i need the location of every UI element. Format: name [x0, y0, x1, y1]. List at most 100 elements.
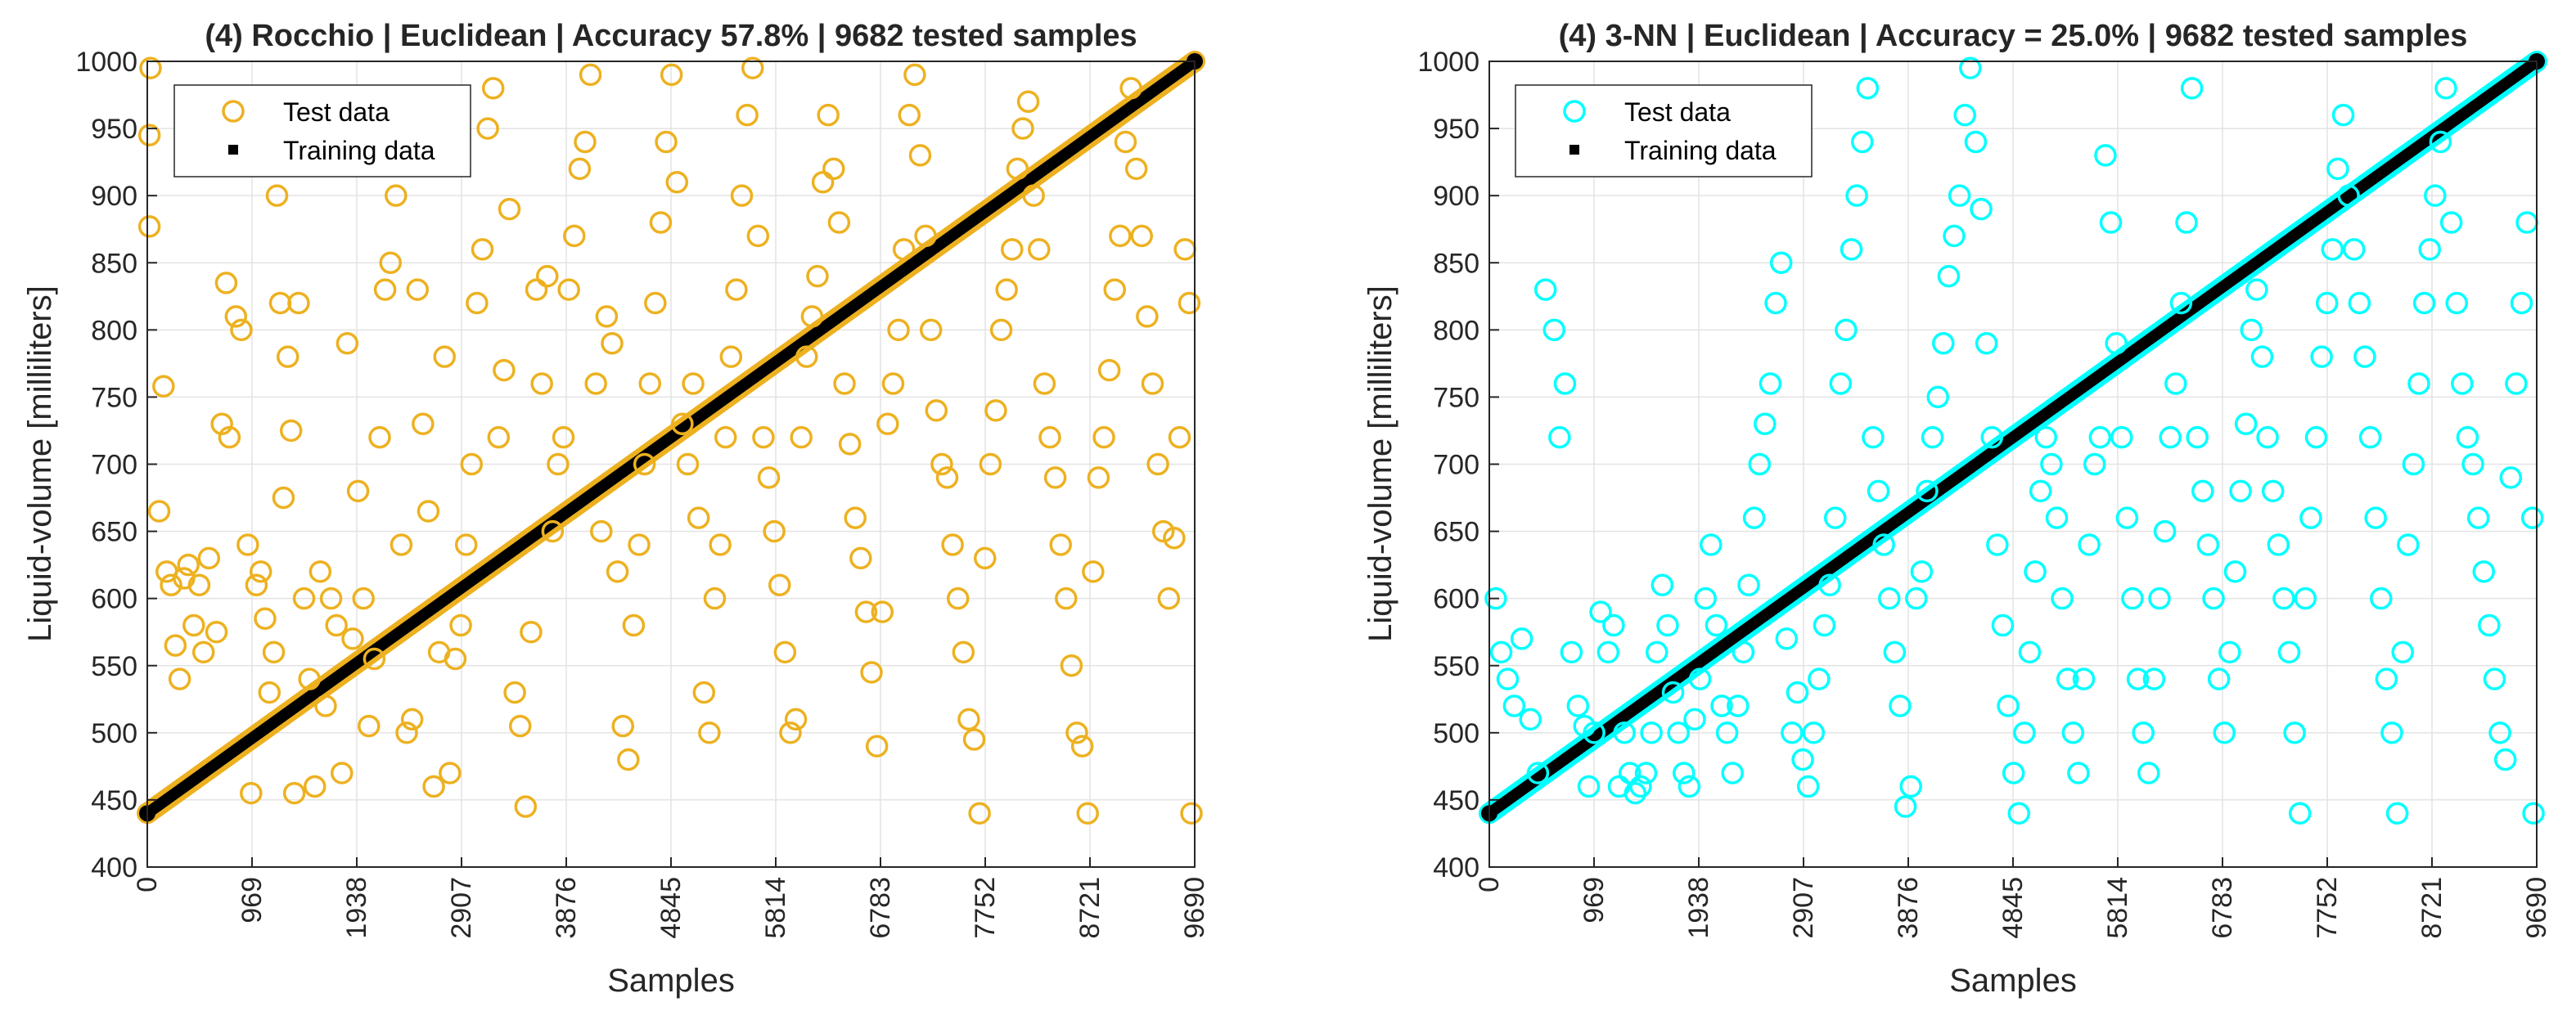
y-tick-label: 450 [91, 785, 137, 816]
test-data-point [682, 372, 705, 395]
test-data-point [272, 486, 295, 510]
test-data-point [466, 291, 489, 315]
test-data-point [1011, 117, 1034, 140]
test-data-point [2202, 586, 2225, 610]
test-data-point [2213, 721, 2236, 744]
test-data-point [2153, 519, 2177, 543]
y-tick-label: 550 [1433, 651, 1479, 682]
test-data-point [584, 372, 607, 395]
test-data-point [230, 318, 253, 342]
test-data-point [1883, 640, 1907, 664]
test-data-point [2007, 802, 2031, 825]
test-data-point [1043, 466, 1067, 489]
test-data-point [2040, 452, 2063, 476]
test-data-point [2148, 586, 2171, 610]
test-data-point [1141, 372, 1164, 395]
test-data-point [2132, 721, 2155, 744]
test-data-point [1943, 224, 1966, 248]
test-data-point [687, 506, 710, 529]
test-data-point [2402, 452, 2425, 476]
test-data-point [903, 63, 926, 87]
test-data-point [800, 305, 824, 328]
test-data-point [1878, 586, 1901, 610]
test-data-point [2013, 721, 2036, 744]
test-data-point [1103, 278, 1126, 301]
test-data-point [331, 762, 354, 784]
test-data-point [319, 586, 343, 610]
test-data-point [908, 144, 932, 167]
test-data-point [817, 103, 840, 127]
test-data-point [2321, 238, 2344, 261]
test-data-point [935, 466, 959, 489]
test-data-point [1109, 224, 1132, 248]
test-data-point [1168, 425, 1191, 449]
test-data-point [1082, 560, 1105, 583]
ticks: 0 969 1938 2907 3876 4845 5814 6783 7752 8721 9690… [75, 47, 1210, 939]
y-tick-label: 850 [1433, 248, 1479, 279]
test-data-point [1872, 533, 1895, 556]
test-data-point [1835, 318, 1858, 342]
test-data-point [860, 661, 883, 684]
test-data-point [1661, 681, 1685, 704]
test-data-point [417, 500, 440, 523]
test-data-point [2445, 291, 2468, 315]
test-data-point [390, 533, 413, 556]
y-tick-label: 600 [91, 584, 137, 615]
test-data-point [152, 375, 175, 398]
test-data-point [736, 103, 759, 127]
test-data-point [881, 372, 905, 395]
test-data-point [2072, 667, 2096, 690]
test-data-point [2434, 77, 2457, 100]
test-data-point [493, 358, 516, 382]
test-data-point [1076, 802, 1099, 825]
test-data-point [1667, 721, 1690, 744]
legend[interactable]: Test data Training data [173, 84, 471, 177]
test-data-point [1845, 184, 1868, 207]
test-data-point [164, 634, 187, 657]
test-data-point [2326, 157, 2349, 181]
x-tick-label: 0 [132, 877, 163, 892]
test-data-point [833, 372, 856, 395]
training-data-line [142, 56, 1200, 820]
test-data-point [2331, 103, 2355, 127]
test-data-point [563, 224, 586, 248]
test-data-point [1001, 238, 1024, 261]
test-data-point [498, 197, 521, 221]
test-data-point [1894, 795, 1917, 818]
test-data-point [2169, 291, 2193, 315]
test-data-point [2229, 479, 2252, 503]
y-axis-label: Liquid-volume [milliliters] [1362, 285, 1398, 642]
test-data-point [191, 640, 215, 664]
test-data-point [1813, 613, 1836, 637]
test-data-point [919, 318, 943, 342]
x-tick-label: 3876 [551, 877, 582, 939]
test-data-point [1926, 385, 1949, 409]
test-data-point [611, 714, 634, 738]
test-data-point [2353, 345, 2376, 368]
test-data-point [1791, 748, 1814, 771]
test-data-point [379, 251, 402, 274]
test-data-point [298, 667, 321, 690]
test-data-point [1097, 358, 1121, 382]
test-data-point [1640, 721, 1663, 744]
test-data-point [168, 667, 191, 690]
test-data-point [844, 506, 867, 529]
test-data-point [779, 721, 802, 744]
test-data-point [2337, 184, 2360, 207]
y-tick-label: 650 [91, 517, 137, 548]
legend[interactable]: Test data Training data [1515, 84, 1813, 177]
test-data-point [1489, 640, 1513, 664]
test-data-point [147, 500, 171, 523]
test-data-point [1823, 506, 1847, 529]
test-data-point [2520, 506, 2544, 529]
test-data-point [2310, 345, 2333, 368]
test-data-point [2110, 425, 2133, 449]
test-data-point [1178, 291, 1201, 315]
test-data-point [308, 560, 332, 583]
test-data-point [2272, 586, 2295, 610]
test-data-point [476, 117, 499, 140]
test-data-point [373, 278, 397, 301]
chart-title: (4) Rocchio | Euclidean | Accuracy 57.8%… [205, 19, 1137, 53]
test-data-point [2418, 238, 2441, 261]
